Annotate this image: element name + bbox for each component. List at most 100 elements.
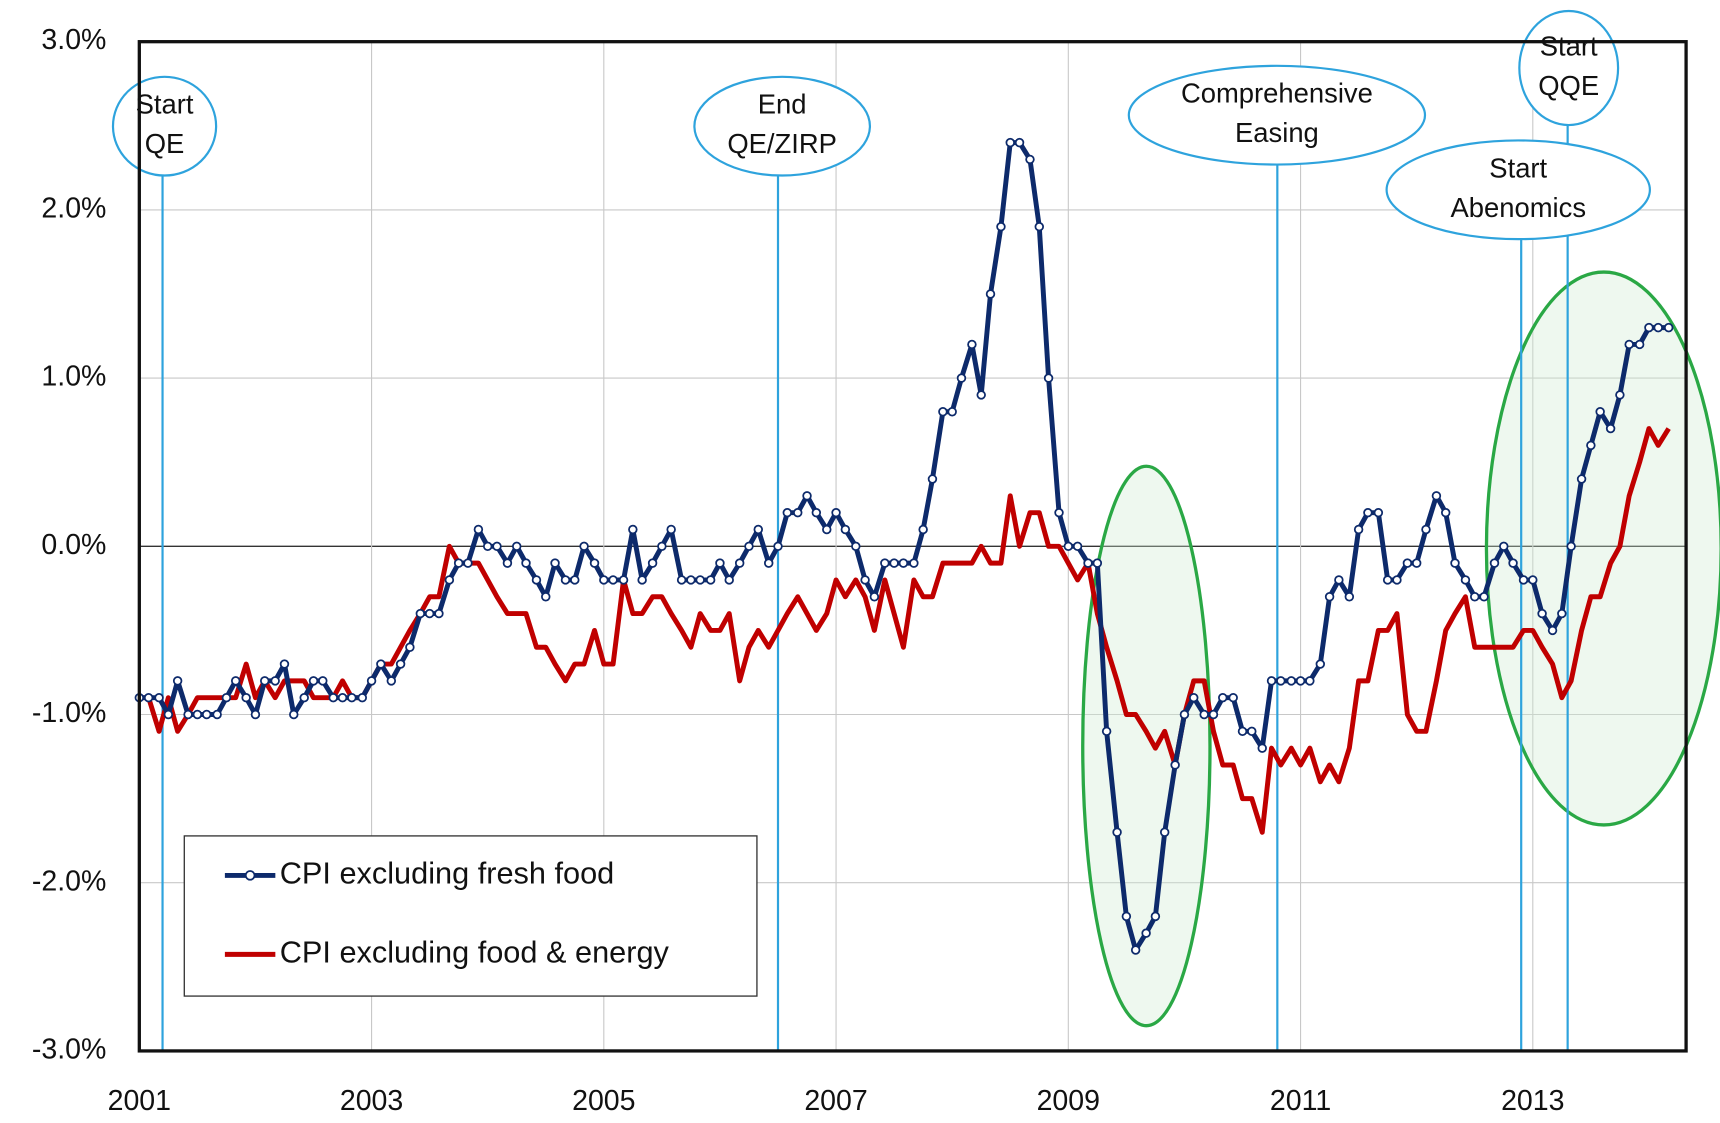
data-point	[1634, 339, 1645, 350]
data-point	[1247, 726, 1257, 737]
data-point	[183, 709, 193, 720]
data-point	[628, 524, 638, 535]
data-point	[1112, 827, 1122, 837]
data-point	[1092, 558, 1103, 568]
data-point	[405, 642, 415, 652]
data-point	[918, 524, 928, 535]
data-point	[366, 676, 377, 686]
event-bubble	[1385, 139, 1651, 241]
data-point	[618, 575, 629, 585]
data-point	[1353, 524, 1364, 535]
event-label: QQE	[1538, 70, 1599, 101]
data-point	[241, 692, 251, 703]
data-point	[1130, 945, 1141, 955]
data-point	[1305, 676, 1315, 686]
data-point	[976, 390, 986, 400]
data-point	[212, 709, 222, 720]
data-point	[695, 575, 705, 585]
y-tick-label: 0.0%	[41, 529, 106, 561]
data-point	[1470, 592, 1480, 602]
event-label: Comprehensive	[1181, 78, 1373, 109]
data-point	[744, 541, 754, 552]
data-point	[599, 575, 609, 585]
data-point	[705, 575, 716, 585]
data-point	[482, 541, 493, 552]
data-point	[1121, 911, 1132, 922]
data-point	[172, 676, 183, 686]
data-point	[521, 558, 531, 568]
data-point	[357, 692, 367, 703]
event-label: Start	[1540, 31, 1598, 62]
data-point	[1228, 692, 1238, 703]
data-point	[260, 676, 270, 686]
data-point	[473, 524, 484, 535]
data-point	[1373, 507, 1384, 518]
data-point	[1431, 491, 1442, 501]
y-tick-label: -2.0%	[32, 865, 107, 897]
data-point	[1150, 911, 1161, 922]
data-point	[1054, 507, 1064, 518]
data-point	[1586, 440, 1596, 451]
data-point	[763, 558, 774, 568]
event-label: End	[758, 89, 807, 120]
data-point	[773, 541, 783, 552]
data-point	[782, 507, 793, 518]
data-point	[1072, 541, 1083, 552]
data-point	[1179, 709, 1190, 720]
data-point	[1576, 474, 1587, 484]
grid-layer	[138, 41, 1687, 1052]
plot-frame	[137, 40, 1688, 1053]
data-point	[996, 221, 1006, 232]
data-point	[299, 692, 309, 703]
data-point	[927, 474, 938, 484]
data-point	[1286, 676, 1296, 686]
data-point	[1276, 676, 1286, 686]
data-point	[492, 541, 502, 552]
data-point	[1101, 726, 1112, 737]
data-point	[1344, 592, 1355, 602]
data-point	[1402, 558, 1413, 568]
data-point	[880, 558, 890, 568]
data-point	[550, 558, 560, 568]
data-point	[851, 541, 861, 552]
data-point	[453, 558, 464, 568]
data-point	[1043, 373, 1054, 383]
y-tick-label: 2.0%	[41, 192, 106, 224]
x-tick-label: 2003	[340, 1085, 403, 1117]
data-point	[1653, 322, 1663, 333]
data-point	[840, 524, 851, 535]
data-point	[1159, 827, 1170, 837]
data-point	[1334, 575, 1344, 585]
x-tick-label: 2005	[572, 1085, 635, 1117]
data-point	[985, 289, 996, 299]
data-point	[1295, 676, 1306, 686]
data-point	[938, 407, 948, 417]
data-point	[1034, 221, 1044, 232]
data-point	[1489, 558, 1500, 568]
data-point	[967, 339, 977, 350]
data-point	[608, 575, 618, 585]
data-point	[1421, 524, 1431, 535]
data-point	[250, 709, 261, 720]
event-label: Abenomics	[1450, 192, 1586, 223]
event-bubble	[1518, 9, 1620, 127]
x-tick-label: 2001	[108, 1085, 171, 1117]
y-tick-label: -1.0%	[32, 697, 107, 729]
x-tick-label: 2009	[1037, 1085, 1100, 1117]
data-point	[1141, 928, 1151, 938]
series-line	[139, 426, 1671, 835]
data-point	[1566, 541, 1576, 552]
data-point	[1499, 541, 1509, 552]
legend-marker	[244, 870, 256, 881]
data-point	[444, 575, 455, 585]
data-point	[860, 575, 870, 585]
data-point	[1005, 137, 1015, 148]
data-point	[657, 541, 667, 552]
data-point	[793, 507, 803, 518]
event-label: Start	[1489, 152, 1547, 183]
data-point	[347, 692, 357, 703]
event-label: Easing	[1235, 117, 1319, 148]
data-point	[376, 659, 386, 669]
